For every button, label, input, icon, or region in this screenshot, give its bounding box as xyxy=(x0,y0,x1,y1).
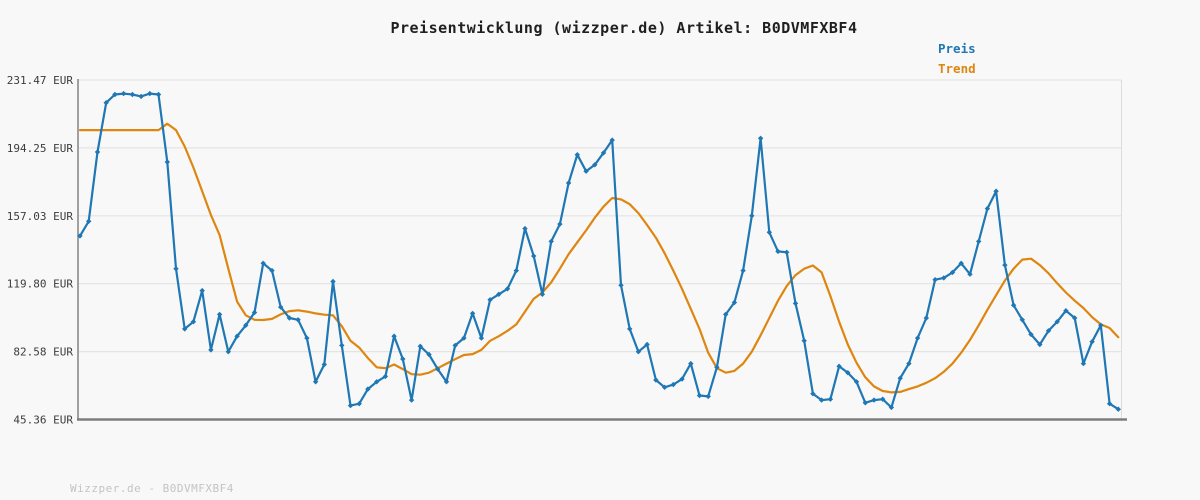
preis-line xyxy=(78,92,1120,411)
y-tick-label: 157.03 EUR xyxy=(7,210,74,223)
chart-legend: Preis Trend xyxy=(938,39,976,79)
trend-line xyxy=(78,122,1120,394)
watermark: Wizzper.de - B0DVMFXBF4 xyxy=(70,482,234,495)
preis-markers xyxy=(77,90,1121,412)
y-tick-label: 45.36 EUR xyxy=(13,414,73,427)
chart-title: Preisentwicklung (wizzper.de) Artikel: B… xyxy=(390,19,858,37)
legend-preis-label: Preis xyxy=(938,41,976,56)
y-tick-label: 231.47 EUR xyxy=(7,74,74,87)
legend-trend-label: Trend xyxy=(938,61,976,76)
y-tick-label: 194.25 EUR xyxy=(7,142,74,155)
y-tick-label: 82.58 EUR xyxy=(13,346,73,359)
y-tick-label: 119.80 EUR xyxy=(7,278,74,291)
